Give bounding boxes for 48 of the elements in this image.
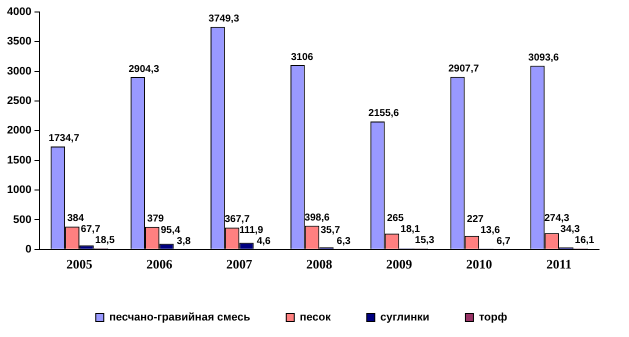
data-label: 15,3 (414, 235, 435, 246)
x-tick-label: 2011 (546, 256, 572, 272)
data-label: 95,4 (160, 224, 181, 236)
x-tick-label: 2006 (146, 256, 173, 272)
data-label: 67,7 (80, 224, 101, 236)
y-tick-label: 500 (13, 214, 32, 226)
data-label: 398,6 (304, 212, 330, 224)
data-label: 111,9 (239, 224, 264, 236)
y-tick-label: 2000 (6, 124, 32, 137)
data-label: 1734,7 (48, 133, 80, 144)
legend-label: суглинки (380, 312, 430, 324)
x-tick-label: 2007 (226, 256, 253, 272)
y-tick-label: 3500 (6, 36, 32, 48)
y-tick-label: 3000 (6, 65, 32, 78)
y-tick-label: 1500 (6, 154, 32, 166)
legend-label: песок (300, 312, 332, 324)
data-label: 2904,3 (128, 64, 160, 75)
data-label: 379 (147, 214, 164, 225)
data-label: 3106 (290, 52, 314, 63)
data-label: 4,6 (256, 236, 272, 247)
data-label: 6,7 (496, 236, 511, 247)
x-tick-label: 2010 (466, 256, 492, 272)
data-label: 13,6 (480, 224, 500, 236)
y-tick-label: 2500 (6, 95, 32, 108)
data-label: 35,7 (320, 224, 340, 236)
data-label: 3,8 (176, 236, 192, 247)
data-label: 367,7 (224, 214, 250, 225)
legend-label: торф (478, 312, 508, 324)
data-label: 3093,6 (528, 52, 560, 64)
data-label: 2907,7 (448, 64, 480, 75)
y-tick-label: 0 (25, 243, 32, 256)
y-tick-label: 1000 (6, 184, 32, 196)
data-label: 3749,3 (208, 14, 240, 25)
data-label: 2155,6 (368, 108, 400, 120)
data-label: 227 (466, 214, 484, 225)
data-label: 16,1 (574, 235, 595, 246)
legend-label: песчано-гравийная смесь (109, 312, 251, 324)
data-label: 384 (67, 213, 84, 224)
data-label: 274,3 (544, 213, 570, 224)
x-tick-label: 2008 (306, 256, 333, 272)
x-tick-label: 2005 (66, 256, 93, 272)
x-tick-label: 2009 (386, 256, 413, 272)
data-label: 18,5 (95, 235, 116, 246)
data-label: 34,3 (560, 224, 580, 236)
data-label: 265 (386, 213, 404, 224)
y-tick-label: 4000 (6, 6, 32, 18)
data-label: 18,1 (400, 224, 420, 236)
data-label: 6,3 (336, 236, 351, 247)
